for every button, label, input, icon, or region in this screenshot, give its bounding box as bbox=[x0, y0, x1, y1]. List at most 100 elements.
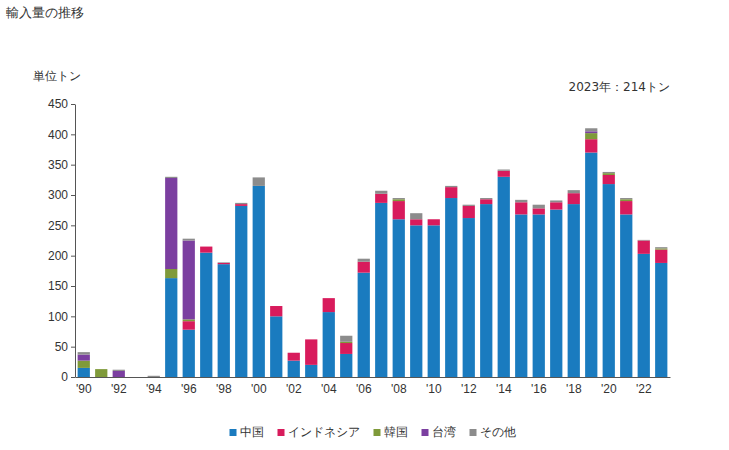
bar bbox=[113, 370, 125, 371]
bar bbox=[568, 190, 580, 193]
tick: '08 bbox=[391, 382, 407, 396]
tick-label: '18 bbox=[566, 382, 582, 396]
series bbox=[78, 131, 598, 377]
bar bbox=[603, 175, 615, 184]
tick-label: 100 bbox=[48, 310, 68, 324]
bar bbox=[165, 178, 177, 269]
bar bbox=[585, 153, 597, 377]
bar bbox=[533, 205, 545, 209]
tick-label: 200 bbox=[48, 249, 68, 263]
bar bbox=[655, 250, 667, 263]
legend-swatch bbox=[374, 429, 381, 436]
tick: 300 bbox=[48, 188, 75, 202]
bar bbox=[515, 202, 527, 214]
tick-mark bbox=[71, 286, 75, 287]
series bbox=[183, 139, 668, 365]
legend-item: 中国 bbox=[230, 425, 264, 439]
tick: '94 bbox=[146, 382, 162, 396]
bar bbox=[288, 352, 300, 353]
tick: '04 bbox=[321, 382, 337, 396]
bar bbox=[655, 263, 667, 377]
bar bbox=[78, 352, 90, 354]
legend-item: 韓国 bbox=[374, 425, 408, 439]
bar bbox=[638, 239, 650, 241]
bar bbox=[200, 253, 212, 377]
tick-label: '22 bbox=[636, 382, 652, 396]
bar bbox=[585, 131, 597, 133]
tick-label: 250 bbox=[48, 219, 68, 233]
bar bbox=[603, 173, 615, 175]
bar bbox=[95, 369, 107, 377]
bar bbox=[130, 377, 142, 378]
series bbox=[78, 153, 668, 377]
legend-item: 台湾 bbox=[422, 425, 456, 439]
legend-item: インドネシア bbox=[278, 425, 360, 439]
bar bbox=[445, 187, 457, 198]
tick: 450 bbox=[48, 97, 75, 111]
bar bbox=[585, 133, 597, 139]
bar bbox=[323, 298, 335, 299]
bar bbox=[515, 200, 527, 202]
bar bbox=[183, 241, 195, 320]
bar bbox=[568, 193, 580, 204]
bar bbox=[288, 352, 300, 353]
tick-label: '04 bbox=[321, 382, 337, 396]
tick: '06 bbox=[356, 382, 372, 396]
tick-label: 50 bbox=[55, 340, 69, 354]
tick-mark bbox=[71, 377, 75, 378]
tick-label: '00 bbox=[251, 382, 267, 396]
bar bbox=[428, 219, 440, 220]
bar bbox=[253, 186, 265, 377]
tick: 350 bbox=[48, 158, 75, 172]
bar bbox=[585, 128, 597, 131]
bars bbox=[78, 128, 668, 377]
chart: 輸入量の推移単位トン2023年：214トン0501001502002503003… bbox=[0, 0, 729, 450]
tick: 200 bbox=[48, 249, 75, 263]
bar bbox=[323, 298, 335, 299]
bar bbox=[218, 262, 230, 263]
series bbox=[78, 128, 668, 377]
bar bbox=[428, 219, 440, 220]
bar bbox=[323, 312, 335, 377]
legend-label: インドネシア bbox=[288, 425, 360, 439]
bar bbox=[218, 262, 230, 263]
bar bbox=[323, 298, 335, 312]
bar bbox=[498, 170, 510, 171]
axis-line bbox=[75, 105, 76, 378]
bar bbox=[550, 210, 562, 377]
tick: 0 bbox=[61, 370, 75, 384]
bar bbox=[480, 204, 492, 377]
bar bbox=[200, 246, 212, 247]
tick-label: '20 bbox=[601, 382, 617, 396]
bar bbox=[463, 205, 475, 206]
bar bbox=[410, 213, 422, 219]
bar bbox=[288, 361, 300, 377]
tick-mark bbox=[71, 316, 75, 317]
bar bbox=[393, 199, 405, 201]
bar bbox=[130, 377, 142, 378]
bar bbox=[148, 376, 160, 377]
bar bbox=[130, 377, 142, 378]
bar bbox=[620, 198, 632, 199]
bar bbox=[183, 319, 195, 321]
tick-label: 0 bbox=[61, 370, 68, 384]
tick-label: '92 bbox=[111, 382, 127, 396]
bar bbox=[445, 187, 457, 188]
bar bbox=[410, 225, 422, 377]
bar bbox=[498, 177, 510, 377]
tick-label: '16 bbox=[531, 382, 547, 396]
bar bbox=[183, 330, 195, 377]
bar bbox=[218, 262, 230, 264]
bar bbox=[550, 200, 562, 202]
bar bbox=[568, 204, 580, 377]
legend-swatch bbox=[230, 429, 237, 436]
tick-label: '06 bbox=[356, 382, 372, 396]
bar bbox=[638, 254, 650, 377]
tick-label: 450 bbox=[48, 97, 68, 111]
bar bbox=[340, 354, 352, 377]
bar bbox=[463, 206, 475, 218]
legend-label: 中国 bbox=[240, 425, 264, 439]
bar bbox=[480, 199, 492, 200]
bar bbox=[130, 377, 142, 378]
bar bbox=[200, 246, 212, 247]
